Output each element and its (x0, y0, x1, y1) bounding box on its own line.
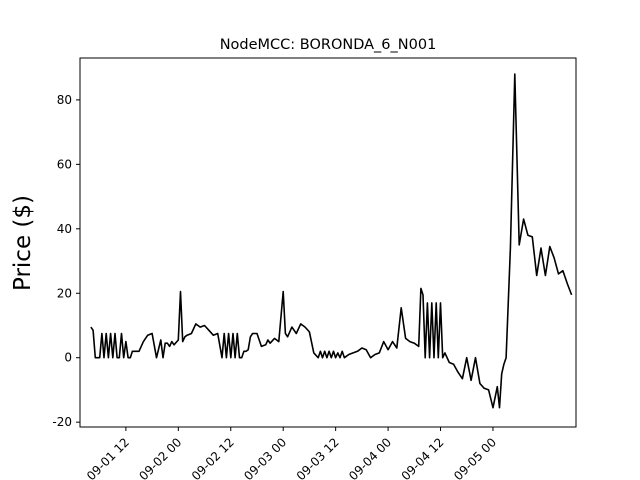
y-tick-label: 80 (57, 93, 72, 107)
y-tick-label: 40 (57, 222, 72, 236)
series-line-1 (90, 73, 573, 409)
y-tick-label: 20 (57, 286, 72, 300)
y-tick-label: 60 (57, 157, 72, 171)
y-tick-label: -20 (52, 415, 72, 429)
y-tick-label: 0 (64, 351, 72, 365)
y-axis-label: Price ($) (10, 195, 36, 291)
axes-frame (79, 57, 577, 428)
chart-title: NodeMCC: BORONDA_6_N001 (220, 37, 437, 53)
